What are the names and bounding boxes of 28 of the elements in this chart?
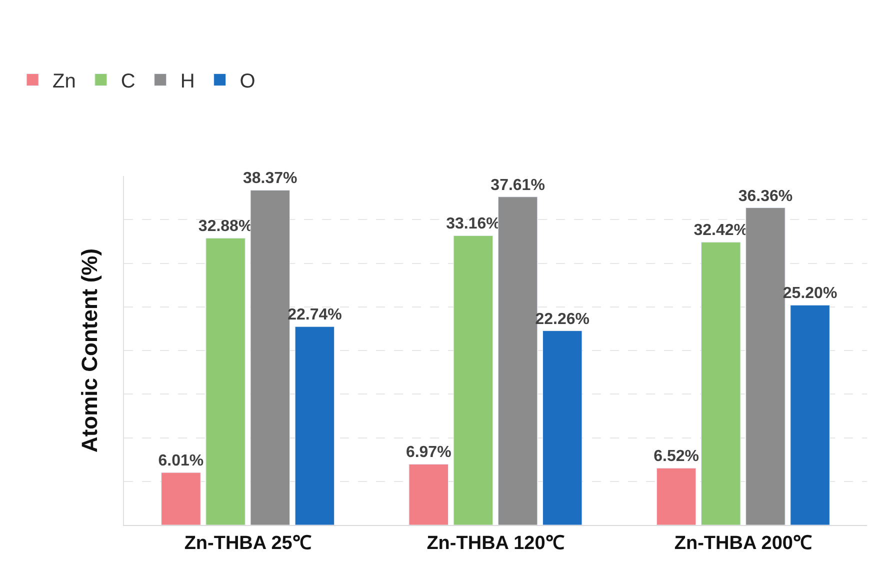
data-label: 6.52%	[654, 448, 699, 466]
x-tick-label: Zn-THBA 25℃	[184, 532, 312, 554]
bar	[656, 468, 696, 525]
bar	[542, 330, 582, 525]
bar	[790, 304, 830, 525]
bar	[294, 326, 335, 525]
bar	[206, 238, 246, 525]
bar	[701, 242, 741, 525]
x-tick-label: Zn-THBA 120℃	[426, 532, 564, 554]
y-axis-title: Atomic Content (%)	[77, 248, 102, 453]
bar	[250, 190, 290, 525]
bar	[746, 208, 786, 525]
data-label: 38.37%	[242, 170, 298, 188]
data-label: 6.97%	[406, 444, 452, 462]
bar	[408, 464, 448, 525]
legend-label: Zn	[52, 70, 76, 93]
legend-label: C	[120, 70, 136, 93]
data-label: 37.61%	[490, 176, 545, 194]
bar	[161, 472, 201, 525]
data-label: 6.01%	[158, 452, 204, 470]
data-label: 32.88%	[198, 218, 253, 236]
bar	[453, 235, 494, 525]
legend-label: H	[180, 70, 195, 93]
data-label: 32.42%	[694, 222, 748, 240]
data-label: 33.16%	[446, 216, 500, 233]
legend-label: O	[240, 70, 256, 93]
data-label: 36.36%	[738, 188, 793, 205]
x-tick-label: Zn-THBA 200℃	[674, 532, 812, 554]
